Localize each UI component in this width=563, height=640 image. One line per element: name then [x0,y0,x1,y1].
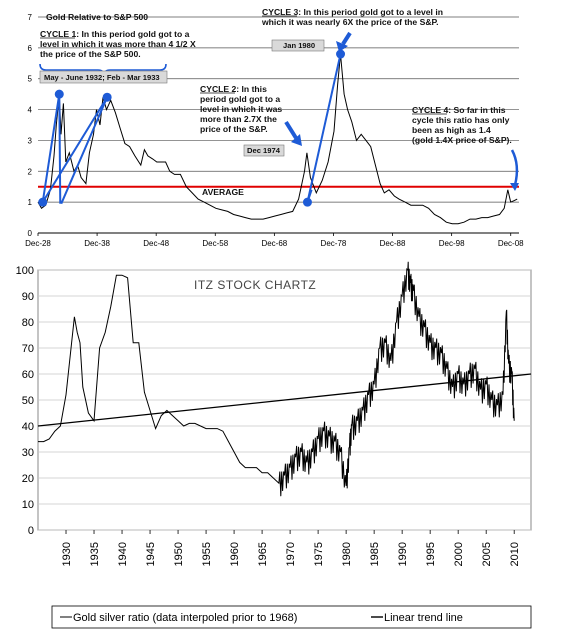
bottom-x-tick-label: 1950 [173,542,185,566]
cycle3-connector [306,53,342,203]
cycle3-date-box [271,39,325,52]
top-x-tick-label: Dec-98 [439,239,465,248]
cycle-marker [102,92,112,102]
cycle1-date-label: May - June 1932; Feb - Mar 1933 [44,73,160,82]
cycle-marker [336,49,346,59]
bottom-y-tick-label: 30 [22,447,34,459]
cycle2-date-label: Dec 1974 [247,146,281,155]
top-x-tick-label: Dec-48 [143,239,169,248]
bottom-x-tick-label: 1935 [89,542,101,566]
cycle3-arrowhead [336,41,348,52]
bottom-x-tick-label: 1975 [313,542,325,566]
cycle2-annotation-text: price of the S&P. [200,124,268,134]
cycle4-annotation-text: (gold 1.4X price of S&P). [412,135,512,145]
top-y-tick-labels: 0 1 2 3 4 5 6 7 [28,13,33,238]
bottom-y-tick-label: 60 [22,369,34,381]
bottom-y-tick-labels: 0 10 20 30 40 50 60 70 80 90 100 [16,265,34,537]
bottom-x-tick-label: 2005 [481,542,493,566]
bottom-y-tick-label: 20 [22,473,34,485]
top-x-tick-label: Dec-08 [498,239,524,248]
cycle2-date-box [243,144,285,157]
cycle4-annotation-text: cycle this ratio has only [412,115,510,125]
cycle2-arrow [284,120,298,140]
bottom-y-tick-label: 100 [16,265,34,277]
bottom-x-tick-label: 1965 [257,542,269,566]
top-y-tick-label: 2 [28,167,33,176]
bottom-y-tick-label: 40 [22,421,34,433]
cycle1-annotation-text: the price of the S&P 500. [40,49,141,59]
cycle1-connector [41,93,109,205]
bottom-x-tick-label: 1945 [145,542,157,566]
bottom-x-tick-label: 1985 [369,542,381,566]
bottom-y-tick-label: 70 [22,343,34,355]
cycle2-annotation-text: period gold got to a [200,94,280,104]
cycle4-annotation-text: CYCLE 4: So far in this [412,105,506,115]
cycle4-arrowhead [510,183,519,191]
top-y-tick-label: 3 [28,136,33,145]
cycle2-annotation-text: CYCLE 2: In this [200,84,267,94]
bottom-x-tick-label: 1960 [229,542,241,566]
gold-silver-ratio-series [38,261,515,497]
top-y-tick-label: 0 [28,229,33,238]
cycle3-annotation-text: CYCLE 3: In this period gold got to a le… [262,7,443,17]
average-label: AVERAGE [202,187,244,197]
bottom-x-tick-label: 1970 [285,542,297,566]
bottom-x-tick-label: 2010 [509,542,521,566]
bottom-y-tick-label: 10 [22,499,34,511]
cycle2-annotation-text: more than 2.7X the [200,114,277,124]
top-y-tick-label: 4 [28,106,33,115]
cycle4-arrow [510,149,519,186]
cycle4-annotation-text: been as high as 1.4 [412,125,491,135]
cycle-marker [54,89,64,99]
top-y-tick-label: 6 [28,44,33,53]
bottom-x-tick-label: 1955 [201,542,213,566]
cycle3-arrow [341,31,352,46]
top-y-tick-label: 1 [28,198,33,207]
top-y-tick-label: 5 [28,75,33,84]
cycle3-annotation-text: which it was nearly 6X the price of the … [261,17,439,27]
bottom-x-tick-label: 1980 [341,542,353,566]
cycle3-date-label: Jan 1980 [283,41,315,50]
top-annotations: CYCLE 1: In this period gold got to alev… [38,7,519,207]
cycle1-date-box [39,70,168,84]
bottom-y-tick-label: 90 [22,291,34,303]
legend-label-trend: Linear trend line [384,612,463,624]
bottom-y-tick-label: 80 [22,317,34,329]
cycle2-annotation-text: level in which it was [200,104,282,114]
cycle1-annotation-text: level in which it was more than 4 1/2 X [40,39,196,49]
bottom-x-tick-label: 1940 [117,542,129,566]
top-y-tick-label: 7 [28,13,33,22]
bottom-x-tick-label: 1990 [397,542,409,566]
top-x-tick-label: Dec-78 [321,239,347,248]
bottom-y-tick-label: 50 [22,395,34,407]
cycle-marker [38,197,48,207]
legend-box [51,605,532,629]
bottom-x-tick-labels: 1930 1935 1940 1945 1950 1955 1960 1965 1970 1975… [61,530,521,566]
top-x-tick-label: Dec-38 [84,239,110,248]
top-x-tick-label: Dec-58 [202,239,228,248]
cycle-marker [302,197,312,207]
top-x-tick-label: Dec-28 [25,239,51,248]
bottom-chart-title: ITZ STOCK CHARTZ [194,278,316,292]
top-x-tick-label: Dec-88 [380,239,406,248]
cycle1-annotation-text: CYCLE 1: In this period gold got to a [40,29,190,39]
top-x-tick-labels: Dec-28 Dec-38 Dec-48 Dec-58 Dec-68 Dec-78 Dec-… [25,233,524,248]
bottom-x-tick-label: 1995 [425,542,437,566]
legend: Gold silver ratio (data interpoled prior… [51,605,532,629]
bottom-x-tick-label: 1930 [61,542,73,566]
cycle2-arrowhead [291,134,302,146]
bottom-x-tick-label: 2000 [453,542,465,566]
top-x-tick-label: Dec-68 [261,239,287,248]
legend-label-ratio: Gold silver ratio (data interpoled prior… [73,612,297,624]
top-chart-title: Gold Relative to S&P 500 [46,12,148,22]
bottom-y-tick-label: 0 [28,525,34,537]
